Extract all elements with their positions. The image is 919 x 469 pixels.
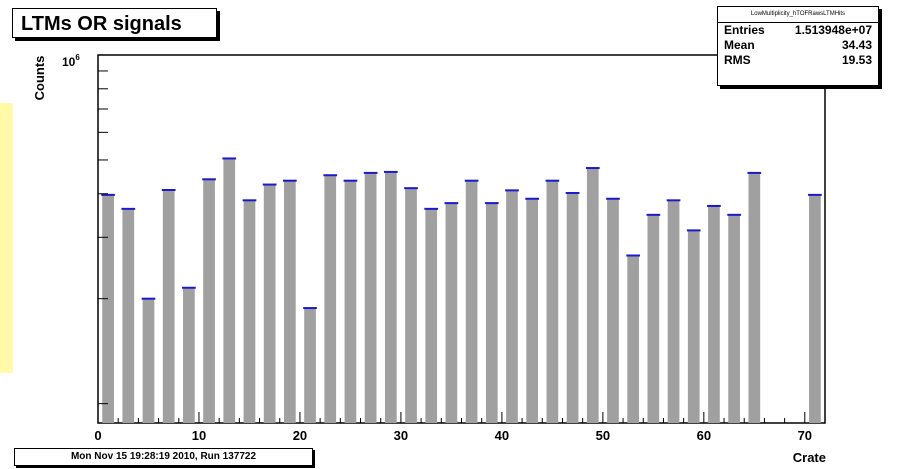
histogram-bar [485,203,498,423]
x-tick-label: 20 [293,428,307,443]
x-tick-label: 10 [192,428,206,443]
x-tick-label: 70 [798,428,812,443]
stats-value: 1.513948e+07 [794,23,872,37]
histogram-bar [809,194,821,423]
stats-label: Entries [724,23,765,37]
histogram-bar [708,205,720,423]
histogram-bar [263,184,276,423]
histogram-bar [566,192,579,423]
histogram-bar [546,180,559,423]
histogram-bar [667,200,680,423]
histogram-bar [607,198,619,423]
histogram-bar [183,287,195,423]
histogram-bar [364,172,377,423]
histogram-bar [344,180,357,423]
histogram-bar [425,208,438,423]
axes-layer: 0 10 20 30 40 50 60 70 [94,54,826,443]
bars-layer [101,157,822,423]
histogram-bar [647,214,660,423]
histogram-bar [122,208,135,423]
x-axis-label: Crate [793,450,826,465]
x-tick-label: 40 [495,428,509,443]
histogram-bar [223,158,236,423]
histogram-bar [243,200,256,423]
histogram-name: LowMultiplicity_hTOFRawsLTMHits [718,7,878,23]
histogram-bar [384,171,397,423]
histogram-bar [465,180,478,423]
histogram-bar [324,175,337,423]
histogram-bar [142,298,155,423]
histogram-bar [162,190,175,423]
x-tick-label: 60 [697,428,711,443]
run-info-footer: Mon Nov 15 19:28:19 2010, Run 137722 [14,448,313,466]
x-tick-label: 30 [394,428,408,443]
statistics-box: LowMultiplicity_hTOFRawsLTMHits Entries … [717,6,879,86]
histogram-bar [283,180,296,423]
histogram-bar [445,203,458,423]
side-highlight-strip [0,103,13,373]
y-tick-exponent: 6 [75,53,80,62]
stats-row-rms: RMS 19.53 [718,53,878,68]
x-tick-label: 50 [596,428,610,443]
histogram-bar [586,168,599,423]
histogram-bar [627,255,640,423]
stats-value: 19.53 [841,53,872,67]
stats-row-entries: Entries 1.513948e+07 [718,23,878,38]
stats-label: Mean [724,38,755,52]
histogram-bar [748,172,761,423]
histogram-bar [728,214,740,423]
histogram-bar [102,194,114,423]
y-axis-label: Counts [32,56,47,101]
histogram-bar [203,179,215,423]
y-tick-label-1e6: 106 [62,53,80,69]
stats-row-mean: Mean 34.43 [718,38,878,53]
histogram-bar [506,190,518,423]
x-tick-label: 0 [94,428,101,443]
histogram-bar [304,308,316,423]
histogram-bar [405,188,417,423]
histogram-bar [526,198,539,423]
stats-label: RMS [724,53,751,67]
stats-value: 34.43 [841,38,872,52]
chart-title: LTMs OR signals [12,8,217,38]
histogram-bar [687,230,700,423]
